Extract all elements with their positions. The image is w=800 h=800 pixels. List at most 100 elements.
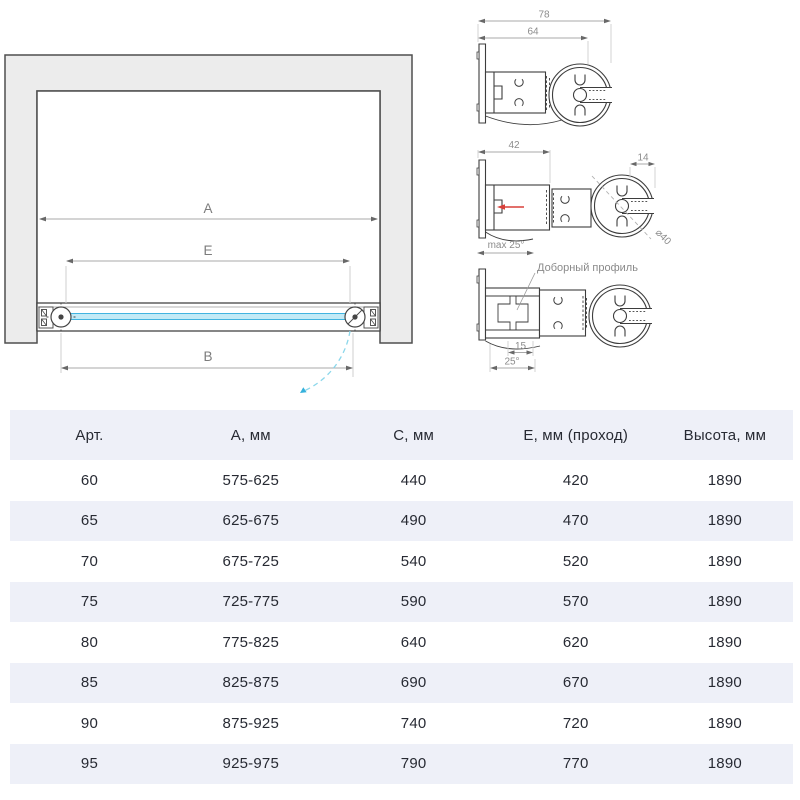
cell-height: 1890 — [707, 512, 742, 530]
cell-c: 540 — [400, 552, 427, 570]
cell-a: 625-675 — [222, 512, 279, 530]
roller-right — [344, 302, 366, 332]
max-angle-label: max 25° — [488, 240, 525, 251]
dimension-14: 14 — [629, 153, 656, 188]
cell-height: 1890 — [707, 674, 742, 692]
profile-section-middle: 42 14 max 25° ⌀40 — [476, 140, 673, 256]
cell-a: 775-825 — [222, 633, 279, 651]
dim-b-label: B — [203, 349, 212, 364]
technical-diagram: A E B — [4, 10, 673, 393]
round-rail-profile — [548, 63, 615, 127]
cell-e: 420 — [562, 471, 589, 489]
col-header-height: Высота, мм — [683, 426, 767, 444]
dim-e-label: E — [203, 243, 212, 258]
table-row: 85 825-875 690 670 1890 — [10, 662, 793, 703]
adjust-arrow — [497, 204, 524, 210]
cell-art: 90 — [80, 714, 99, 732]
dimension-max-angle: max 25° — [477, 240, 534, 256]
wall-bracket-right — [363, 306, 379, 329]
door-swing-arc — [300, 330, 351, 393]
col-header-art: Арт. — [75, 426, 104, 444]
cell-art: 70 — [80, 552, 99, 570]
cell-height: 1890 — [707, 714, 742, 732]
table-row: 75 725-775 590 570 1890 — [10, 581, 793, 622]
cell-height: 1890 — [707, 633, 742, 651]
cell-art: 75 — [80, 593, 99, 611]
table-row: 60 575-625 440 420 1890 — [10, 460, 793, 501]
dim-25deg-label: 25° — [504, 357, 519, 368]
dimension-42: 42 — [477, 140, 551, 183]
dim-64-label: 64 — [527, 27, 539, 38]
sliding-insert — [551, 188, 592, 228]
col-header-e: E, мм (проход) — [523, 426, 629, 444]
niche — [36, 90, 381, 331]
cell-a: 925-975 — [222, 755, 279, 773]
profile-body — [484, 184, 551, 242]
wall-flange — [476, 43, 487, 124]
wall-flange — [476, 159, 487, 239]
cell-art: 80 — [80, 633, 99, 651]
cell-c: 690 — [400, 674, 427, 692]
dimension-64: 64 — [478, 27, 589, 64]
dim-14-label: 14 — [637, 153, 649, 164]
table-row: 90 875-925 740 720 1890 — [10, 703, 793, 744]
cell-a: 575-625 — [222, 471, 279, 489]
col-header-c: C, мм — [393, 426, 435, 444]
profile-section-bottom: Доборный профиль 15 25° — [476, 262, 655, 372]
dimension-78: 78 — [477, 10, 612, 63]
cell-art: 60 — [80, 471, 99, 489]
cell-a: 875-925 — [222, 714, 279, 732]
dimension-25deg: 25° — [489, 344, 536, 372]
table-row: 80 775-825 640 620 1890 — [10, 622, 793, 663]
cell-height: 1890 — [707, 755, 742, 773]
size-table: Арт. A, мм C, мм E, мм (проход) Высота, … — [10, 410, 793, 784]
dimension-e: E — [65, 243, 351, 303]
extension-profile-label: Доборный профиль — [537, 262, 638, 274]
dimension-15: 15 — [507, 341, 534, 356]
cell-art: 85 — [80, 674, 99, 692]
extension-callout: Доборный профиль — [516, 262, 638, 311]
cell-c: 740 — [400, 714, 427, 732]
roller-left — [46, 302, 76, 332]
table-row: 70 675-725 540 520 1890 — [10, 541, 793, 582]
cell-height: 1890 — [707, 552, 742, 570]
dim-42-label: 42 — [508, 140, 520, 151]
cell-e: 670 — [562, 674, 589, 692]
cell-c: 440 — [400, 471, 427, 489]
cell-e: 620 — [562, 633, 589, 651]
cell-a: 675-725 — [222, 552, 279, 570]
cell-c: 490 — [400, 512, 427, 530]
table-row: 95 925-975 790 770 1890 — [10, 743, 793, 784]
dimension-a: A — [39, 201, 378, 222]
installation-view: A E B — [4, 54, 413, 393]
diameter-label: ⌀40 — [653, 227, 673, 247]
cell-c: 590 — [400, 593, 427, 611]
round-rail-profile — [590, 174, 657, 238]
cell-c: 790 — [400, 755, 427, 773]
dim-78-label: 78 — [538, 10, 550, 21]
dim-a-label: A — [203, 201, 212, 216]
cell-e: 470 — [562, 512, 589, 530]
dimension-b: B — [60, 333, 354, 377]
cell-a: 825-875 — [222, 674, 279, 692]
glass-panel — [63, 313, 349, 320]
extension-profile — [484, 287, 541, 339]
cell-e: 720 — [562, 714, 589, 732]
cell-height: 1890 — [707, 471, 742, 489]
round-rail-profile — [588, 284, 655, 348]
cell-height: 1890 — [707, 593, 742, 611]
wall-flange — [476, 268, 487, 341]
dim-15-label: 15 — [515, 341, 527, 352]
cell-a: 725-775 — [222, 593, 279, 611]
cell-c: 640 — [400, 633, 427, 651]
profile-section-top: 78 64 — [476, 10, 615, 127]
cell-art: 95 — [80, 755, 99, 773]
profile-body — [485, 289, 587, 350]
cell-art: 65 — [80, 512, 99, 530]
table-header-row: Арт. A, мм C, мм E, мм (проход) Высота, … — [10, 410, 793, 460]
cell-e: 770 — [562, 755, 589, 773]
profile-body — [484, 71, 563, 126]
cell-e: 570 — [562, 593, 589, 611]
cell-e: 520 — [562, 552, 589, 570]
